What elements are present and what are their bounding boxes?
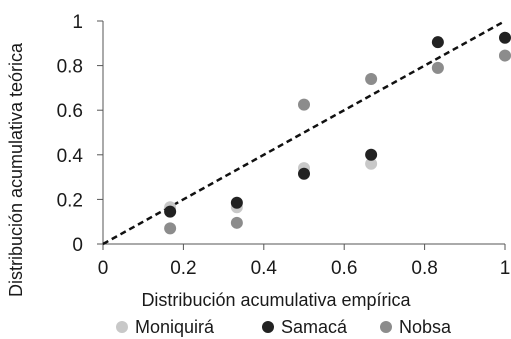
point-nobsa xyxy=(298,98,310,111)
y-tick-label: 0.4 xyxy=(57,146,84,167)
point-samaca xyxy=(431,36,444,49)
y-tick-label: 0 xyxy=(72,235,83,256)
y-tick-label: 0.2 xyxy=(57,190,83,211)
x-tick-label: 1 xyxy=(500,258,511,279)
axis-ticks: 0 0.2 0.4 0.6 0.8 1 0 0.2 0.4 0.6 0.8 1 xyxy=(57,12,511,279)
y-tick-label: 1 xyxy=(72,12,83,33)
reference-diagonal-line xyxy=(102,19,506,246)
x-tick-label: 0.4 xyxy=(251,258,278,279)
point-nobsa xyxy=(365,72,378,85)
x-tick-label: 0.6 xyxy=(331,258,357,279)
point-samaca xyxy=(164,205,177,218)
point-samaca xyxy=(298,167,310,180)
legend-label-moniquira: Moniquirá xyxy=(135,317,215,337)
point-samaca xyxy=(499,31,511,44)
point-moniquira xyxy=(365,157,378,170)
legend-label-nobsa: Nobsa xyxy=(399,317,452,337)
y-tick-label: 0.8 xyxy=(57,57,83,78)
legend: Moniquirá Samacá Nobsa xyxy=(116,317,452,337)
legend-marker-nobsa xyxy=(380,321,392,333)
point-nobsa xyxy=(431,61,444,74)
point-nobsa xyxy=(499,49,511,62)
point-samaca xyxy=(365,148,378,161)
point-nobsa xyxy=(164,222,177,235)
y-tick-label: 0.6 xyxy=(57,101,83,122)
point-samaca xyxy=(230,196,243,209)
x-tick-label: 0.8 xyxy=(411,258,437,279)
plot-area: 0 0.2 0.4 0.6 0.8 1 0 0.2 0.4 0.6 0.8 1 xyxy=(57,12,511,279)
y-axis-title: Distribución acumulativa teórica xyxy=(6,42,26,297)
legend-marker-samaca xyxy=(262,321,274,333)
legend-marker-moniquira xyxy=(116,321,128,333)
legend-label-samaca: Samacá xyxy=(281,317,348,337)
x-tick-label: 0.2 xyxy=(170,258,196,279)
x-axis-title: Distribución acumulativa empírica xyxy=(141,290,411,310)
x-tick-label: 0 xyxy=(98,258,109,279)
data-points xyxy=(164,31,511,235)
point-nobsa xyxy=(230,216,243,229)
